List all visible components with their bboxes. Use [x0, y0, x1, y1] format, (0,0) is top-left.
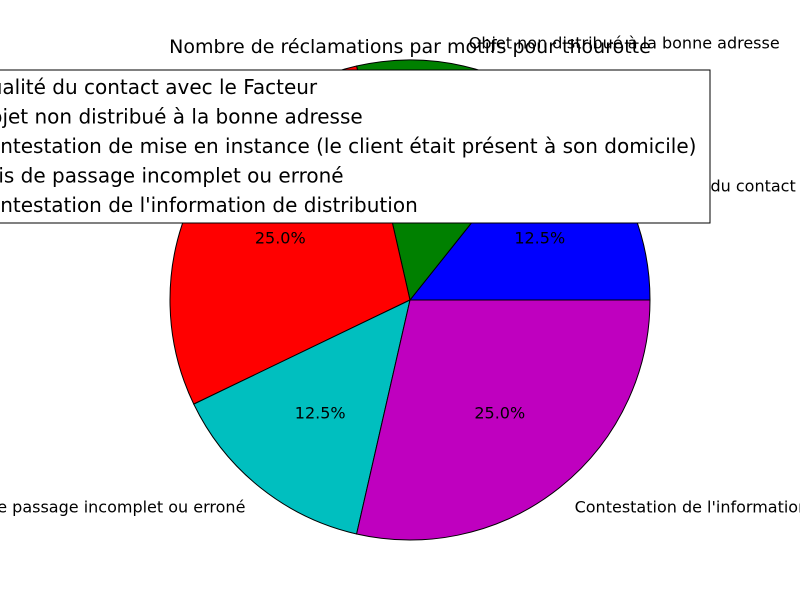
percent-label-0: 12.5% — [514, 229, 565, 248]
pie-slice-4 — [355, 299, 651, 541]
slice-label-3: Avis de passage incomplet ou erroné — [0, 497, 245, 516]
legend-entry-2: Contestation de mise en instance (le cli… — [0, 134, 696, 158]
percent-label-4: 25.0% — [474, 404, 525, 423]
slice-label-4: Contestation de l'information de distrib… — [575, 497, 800, 516]
slice-label-1: Objet non distribué à la bonne adresse — [469, 34, 780, 53]
legend-entry-1: Objet non distribué à la bonne adresse — [0, 105, 363, 129]
legend-entry-4: Contestation de l'information de distrib… — [0, 193, 418, 217]
legend-entry-3: Avis de passage incomplet ou erroné — [0, 164, 344, 188]
legend-entry-0: Qualité du contact avec le Facteur — [0, 75, 318, 99]
percent-label-2: 25.0% — [255, 229, 306, 248]
pie-slice-3 — [193, 299, 411, 535]
legend: Qualité du contact avec le Facteur Objet … — [0, 69, 711, 224]
chart-title: Nombre de réclamations par motifs pour t… — [169, 36, 651, 58]
percent-label-3: 12.5% — [295, 404, 346, 423]
legend-box — [0, 69, 711, 224]
legend-items: Qualité du contact avec le Facteur Objet … — [0, 75, 696, 217]
